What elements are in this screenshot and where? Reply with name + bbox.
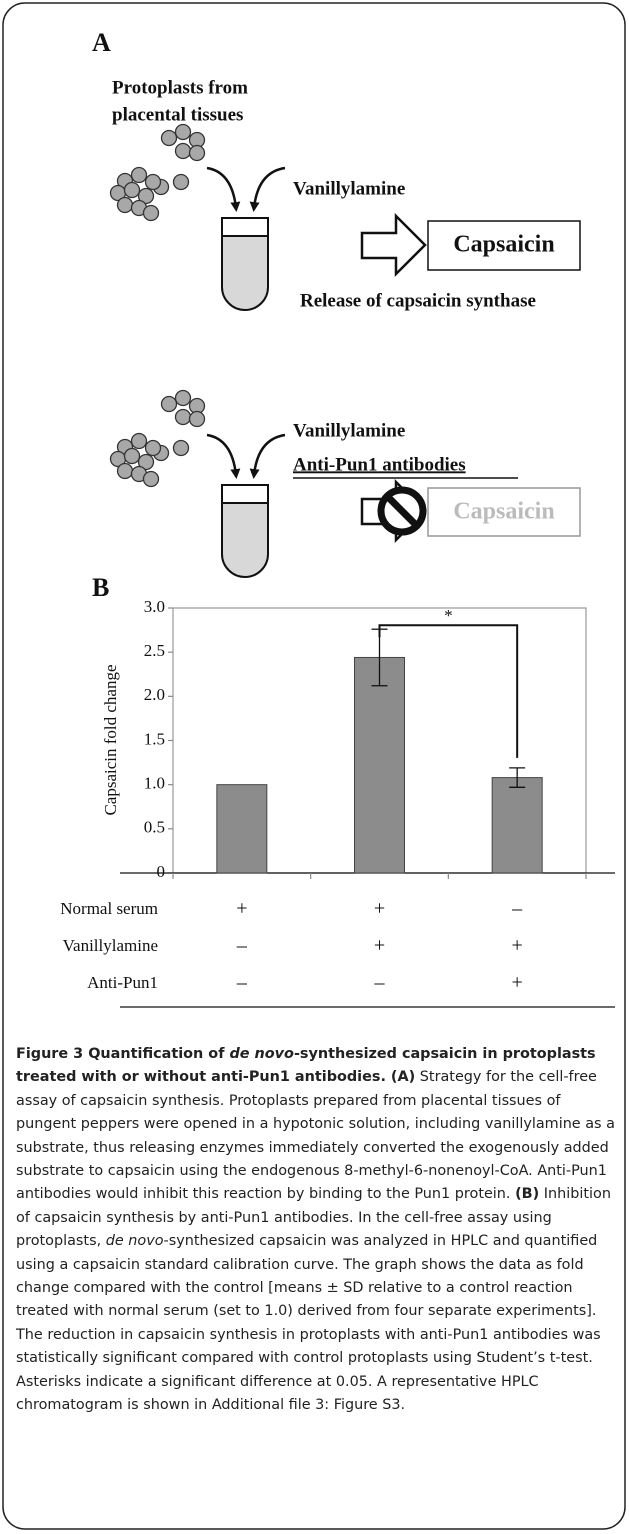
cell [132,434,147,449]
cell [125,449,140,464]
caption-text: -synthesized capsaicin was analyzed in H… [16,1233,601,1413]
cell [176,144,191,159]
significance-label: * [444,606,453,625]
table-cell: + [374,935,385,957]
table-cell: + [374,898,385,920]
caption-text: Figure 3 Quantification of [16,1046,229,1062]
note: Release of capsaicin synthase [300,290,536,311]
tube [207,168,285,310]
tube [207,435,285,577]
row-label: Vanillylamine [63,936,158,955]
cell [132,168,147,183]
y-tick-label: 1.5 [144,729,165,748]
y-tick-label: 1.0 [144,774,165,793]
figure: A Protoplasts from placental tissues Van… [0,0,629,1534]
table-cell: – [236,972,248,994]
substrate-label: Vanillylamine [293,420,405,441]
protoplasts [111,125,205,221]
bar [355,657,405,873]
cell [190,412,205,427]
y-tick-label: 2.5 [144,641,165,660]
bar [217,785,267,873]
panel-label: B [92,573,109,602]
y-tick-label: 2.0 [144,685,165,704]
table-cell: – [511,898,523,920]
cell [176,391,191,406]
block-sign [381,490,423,532]
source-label: Protoplasts from [112,77,248,98]
y-tick-label: 0 [157,862,166,881]
cell [125,183,140,198]
caption-text: (B) [515,1186,539,1202]
row-label: Anti-Pun1 [87,973,158,992]
product-label: Capsaicin [453,232,554,258]
caption-text: de novo [229,1046,293,1062]
product-label: Capsaicin [453,499,554,525]
cell [174,175,189,190]
row-label: Normal serum [60,899,158,918]
cell [118,464,133,479]
cell [174,441,189,456]
cell [146,175,161,190]
caption-text: Strategy for the cell-free assay of caps… [16,1069,615,1202]
arrow [362,216,425,274]
cell [144,206,159,221]
caption: Figure 3 Quantification of de novo-synth… [16,1043,616,1418]
table-cell: + [236,898,247,920]
cell [118,198,133,213]
table-cell: – [236,935,248,957]
table-cell: + [512,972,523,994]
y-axis-label: Capsaicin fold change [101,664,120,815]
cell [190,146,205,161]
cell [176,125,191,140]
bar [492,778,542,873]
cell [144,472,159,487]
cell [162,131,177,146]
caption-text: de novo [106,1233,164,1249]
table-cell: – [374,972,386,994]
source-label: placental tissues [112,104,243,125]
protoplasts [111,391,205,487]
cell [162,397,177,412]
cell [176,410,191,425]
y-tick-label: 3.0 [144,597,165,616]
table-cell: + [512,935,523,957]
bar-chart: 0 0.5 1.0 1.5 2.0 2.5 3.0 * Normal serum + + – Vanil… [60,597,615,1007]
cell [146,441,161,456]
panel-label: A [92,28,111,57]
inhibitor-label: Anti-Pun1 antibodies [293,454,466,475]
substrate-label: Vanillylamine [293,178,405,199]
y-tick-label: 0.5 [144,818,165,837]
